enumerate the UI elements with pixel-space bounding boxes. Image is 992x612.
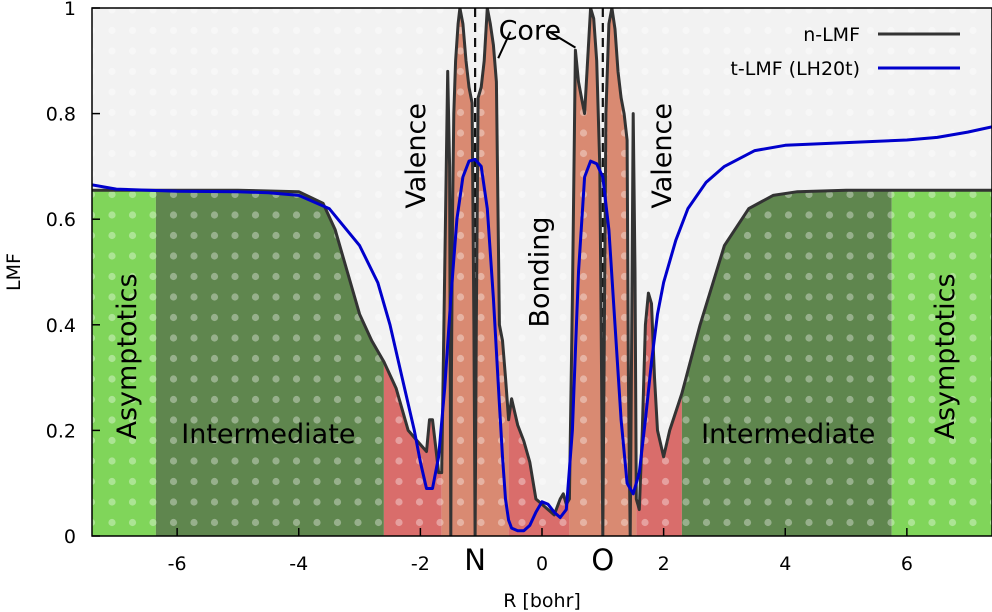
y-tick-label: 0.6 [46,209,76,231]
series-lines [92,8,992,536]
y-axis-label: LMF [3,253,25,291]
x-tick-label: -2 [411,553,430,575]
atom-label-O: O [591,543,614,577]
atom-label-N: N [464,543,486,577]
legend-label-0: n-LMF [803,24,860,46]
x-axis-label: R [bohr] [503,590,581,612]
y-tick-label: 0.4 [46,315,76,337]
legend: n-LMF t-LMF (LH20t) [730,24,960,80]
region-annotations: Core Valence Valence Bonding Asymptotics Asym… [112,15,961,450]
x-tick-label: 6 [901,553,913,575]
annotation-valence-2: Valence [647,103,678,209]
annotation-core-0: Core [499,15,562,46]
annotation-intermediate-6: Intermediate [181,419,355,450]
x-tick-label: 0 [536,553,548,575]
x-tick-label: 2 [658,553,670,575]
annotation-asymptotics-5: Asymptotics [930,273,961,439]
x-tick-label: -4 [289,553,308,575]
y-tick-label: 0.2 [46,420,76,442]
series-line-t-lmf [92,125,992,533]
annotation-bonding-3: Bonding [524,216,555,327]
core-pointer-right [548,30,576,49]
annotation-intermediate-7: Intermediate [701,419,875,450]
core-pointer-left [497,31,512,59]
annotation-asymptotics-4: Asymptotics [112,273,143,439]
legend-label-1: t-LMF (LH20t) [730,58,860,80]
axes: -6 -4 -2 0 2 4 6 N O 0 0.2 0.4 0.6 0.8 1 R [bohr] LMF [3,0,992,612]
x-tick-label: -6 [168,553,187,575]
x-tick-label: 4 [779,553,791,575]
y-tick-label: 0.8 [46,104,76,126]
annotation-valence-1: Valence [401,103,432,209]
series-line-n-lmf [92,8,992,536]
y-tick-label: 1 [64,0,76,20]
dot-pattern [92,8,992,536]
y-tick-label: 0 [64,526,76,548]
